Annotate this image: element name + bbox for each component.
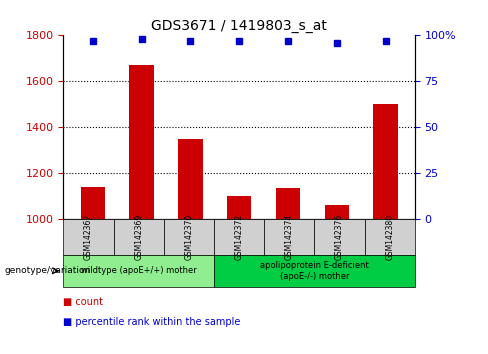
Bar <box>373 104 398 219</box>
Text: genotype/variation: genotype/variation <box>5 266 91 275</box>
Text: GSM142374: GSM142374 <box>285 214 294 260</box>
Title: GDS3671 / 1419803_s_at: GDS3671 / 1419803_s_at <box>151 19 327 33</box>
Text: GSM142372: GSM142372 <box>235 214 244 260</box>
Bar <box>325 205 349 219</box>
Text: GSM142369: GSM142369 <box>134 214 143 260</box>
Bar <box>129 65 154 219</box>
Text: ■ count: ■ count <box>63 297 103 307</box>
Bar <box>227 196 251 219</box>
Text: wildtype (apoE+/+) mother: wildtype (apoE+/+) mother <box>81 266 197 275</box>
Text: ■ percentile rank within the sample: ■ percentile rank within the sample <box>63 317 241 327</box>
Text: apolipoprotein E-deficient
(apoE-/-) mother: apolipoprotein E-deficient (apoE-/-) mot… <box>260 261 369 280</box>
Text: GSM142367: GSM142367 <box>84 214 93 260</box>
Bar <box>276 188 300 219</box>
Bar <box>178 139 203 219</box>
Text: GSM142370: GSM142370 <box>184 214 193 260</box>
Text: GSM142376: GSM142376 <box>335 214 344 260</box>
Text: GSM142380: GSM142380 <box>385 214 394 260</box>
Bar <box>81 187 105 219</box>
